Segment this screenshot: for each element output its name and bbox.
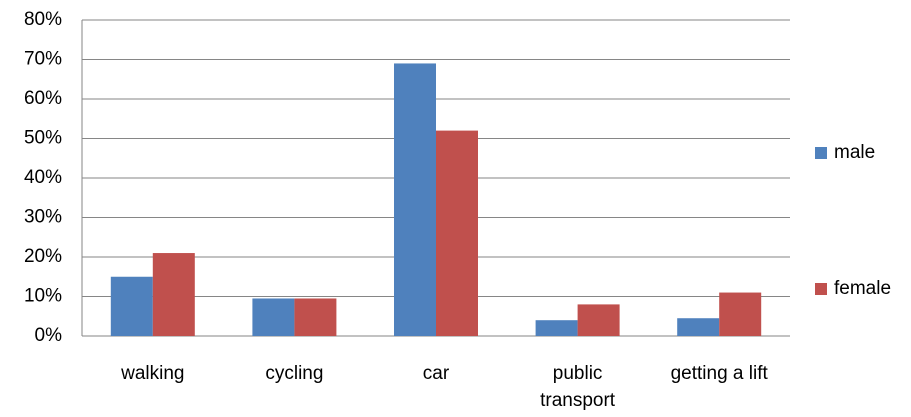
legend-swatch [815, 283, 827, 295]
bar [577, 304, 620, 336]
legend-label: male [834, 142, 875, 163]
x-tick-label: walking [121, 363, 185, 384]
legend-label: female [834, 278, 891, 299]
bar [152, 253, 195, 336]
bar [252, 298, 295, 336]
y-tick-label: 80% [24, 9, 62, 30]
y-tick-label: 50% [24, 128, 62, 149]
legend-swatch [815, 147, 827, 159]
y-tick-label: 10% [24, 286, 62, 307]
bar [394, 63, 436, 336]
y-tick-label: 70% [24, 49, 62, 70]
x-tick-label: cycling [265, 363, 324, 384]
bar [294, 298, 337, 336]
y-tick-label: 0% [35, 325, 63, 346]
x-tick-label: public transport [540, 363, 616, 411]
y-tick-label: 30% [24, 207, 62, 228]
bar [677, 318, 720, 336]
y-tick-label: 20% [24, 246, 62, 267]
bar [436, 130, 478, 336]
bar [110, 276, 153, 336]
bar [719, 292, 762, 336]
x-tick-label: car [422, 363, 450, 384]
y-tick-label: 40% [24, 167, 62, 188]
bar [535, 320, 578, 336]
y-tick-label: 60% [24, 88, 62, 109]
x-tick-label: getting a lift [670, 363, 768, 384]
